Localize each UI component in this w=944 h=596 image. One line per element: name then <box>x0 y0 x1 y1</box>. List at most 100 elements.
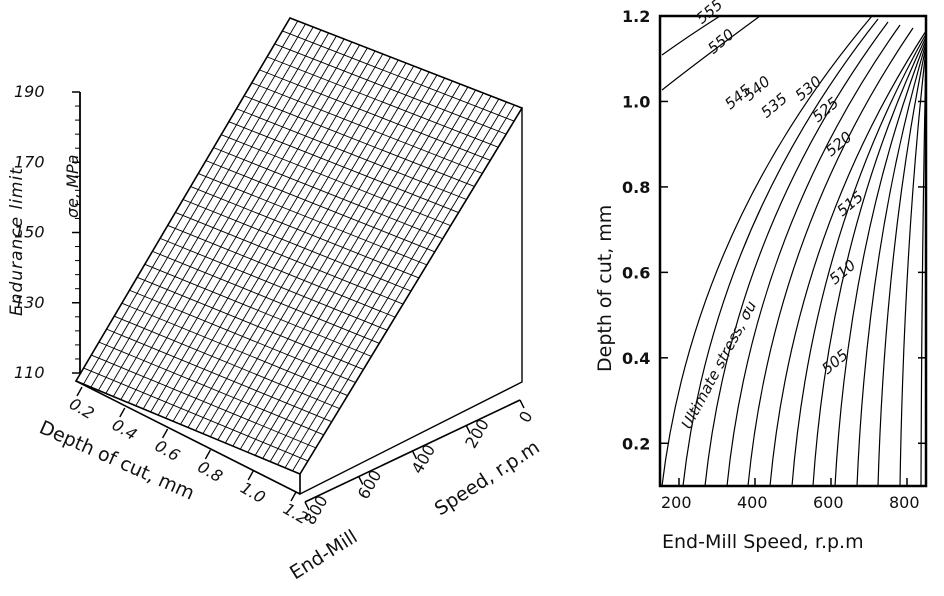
contour-y-tick-label: 1.0 <box>622 92 650 111</box>
contour-line <box>856 42 927 487</box>
contour-value-label: 550 <box>704 25 738 57</box>
surface-gridline <box>165 53 384 419</box>
surface-gridline <box>172 56 391 422</box>
contour-value-label: 555 <box>693 0 727 28</box>
surface-gridline <box>127 38 345 403</box>
speed-tick <box>411 450 418 460</box>
depth-tick <box>247 470 254 481</box>
contour-y-tick-label: 0.6 <box>622 263 650 282</box>
surface-gridline <box>135 41 353 407</box>
contour-y-tick-label: 0.2 <box>622 434 650 453</box>
z-tick-label: 170 <box>14 152 45 171</box>
contour-line <box>877 45 927 487</box>
depth-tick-label: 0.4 <box>109 415 141 444</box>
surface-gridline <box>202 68 422 434</box>
surface-frame <box>75 92 523 503</box>
surface-gridline <box>187 62 407 428</box>
surface-gridline <box>150 47 368 413</box>
depth-tick-label: 1.0 <box>237 478 269 507</box>
contour-x-tick-label: 800 <box>889 493 920 512</box>
speed-tick <box>304 501 310 511</box>
surface-gridline <box>292 104 515 472</box>
speed-tick <box>358 476 364 485</box>
contour-y-tick-label: 0.4 <box>622 349 650 368</box>
contour-line <box>661 15 721 56</box>
contour-line <box>661 15 873 487</box>
contour-y-tick-label: 1.2 <box>622 7 650 26</box>
y-axis-label-line2: Speed, r.p.m <box>431 436 544 520</box>
surface-gridline <box>224 77 446 444</box>
contour-line <box>769 30 927 487</box>
speed-tick-label: 200 <box>461 416 493 452</box>
surface-gridline <box>112 32 330 397</box>
depth-tick <box>161 428 169 439</box>
surface-gridline <box>232 80 453 447</box>
surface-gridline <box>157 50 376 416</box>
contour-y-tick-label: 0.8 <box>622 178 650 197</box>
contour-line <box>726 24 901 487</box>
depth-tick <box>76 386 83 397</box>
contour-line <box>834 39 927 487</box>
contour-ticks: 200 400 600 800 0.2 0.4 0.6 0.8 1.0 1.2 <box>622 7 926 512</box>
surface-gridline <box>254 89 476 456</box>
contour-line <box>682 18 879 487</box>
surface-gridline <box>247 86 469 453</box>
surface-gridline <box>217 74 438 441</box>
surface-gridline <box>105 29 322 394</box>
surface-gridline <box>284 101 507 469</box>
surface-gridline <box>262 92 484 459</box>
contour-line <box>812 36 927 487</box>
contour-plot-area <box>658 14 928 488</box>
contour-line <box>899 48 927 487</box>
depth-tick-label: 0.2 <box>66 394 98 423</box>
surface-gridline <box>269 95 492 462</box>
speed-tick <box>465 425 471 434</box>
depth-tick <box>204 449 212 460</box>
contour-line <box>661 15 761 91</box>
z-tick-label: 150 <box>14 223 45 242</box>
speed-tick <box>519 399 525 409</box>
contour-lines <box>661 15 927 487</box>
surface-gridline <box>277 98 500 465</box>
surface-gridline <box>210 71 430 438</box>
depth-tick-label: 0.6 <box>152 436 184 465</box>
contour-value-label: 515 <box>833 188 867 220</box>
surface-gridline <box>98 26 314 391</box>
depth-tick <box>119 407 126 418</box>
surface-gridline <box>120 35 337 400</box>
contour-x-tick-label: 600 <box>813 493 844 512</box>
surface-chart: 1101301501701900.20.40.60.81.01.28006004… <box>7 17 544 585</box>
z-axis-label: Endurance limit <box>7 167 27 316</box>
contour-line <box>704 21 889 487</box>
z-tick-label: 110 <box>14 363 45 382</box>
z-axis-symbol: σe, MPa <box>63 155 82 218</box>
speed-tick-label: 400 <box>408 441 440 477</box>
ultimate-stress-annotation: Ultimate stress, σu <box>678 298 761 432</box>
z-tick-label: 130 <box>14 293 45 312</box>
surface-gridline <box>239 83 461 450</box>
contour-line <box>791 33 927 487</box>
surface-gridline <box>142 44 360 410</box>
speed-tick-label: 600 <box>354 467 386 503</box>
z-tick-label: 190 <box>14 82 45 101</box>
depth-axis-line <box>75 380 301 495</box>
contour-x-tick-label: 400 <box>737 493 768 512</box>
contour-line <box>747 27 914 487</box>
surface-grid <box>74 17 524 476</box>
contour-y-axis-label: Depth of cut, mm <box>594 205 616 372</box>
contour-value-label: 525 <box>809 94 843 126</box>
contour-value-label: 510 <box>826 256 860 288</box>
depth-tick-label: 0.8 <box>194 457 226 486</box>
contour-line <box>920 51 927 487</box>
surface-gridline <box>195 65 415 431</box>
contour-x-axis-label: End-Mill Speed, r.p.m <box>662 531 864 553</box>
surface-gridline <box>90 23 306 388</box>
contour-value-label: 505 <box>818 346 852 378</box>
depth-tick <box>290 491 297 502</box>
surface-gridline <box>83 20 299 385</box>
contour-x-tick-label: 200 <box>661 493 692 512</box>
y-axis-label-line1: End-Mill <box>286 526 361 585</box>
